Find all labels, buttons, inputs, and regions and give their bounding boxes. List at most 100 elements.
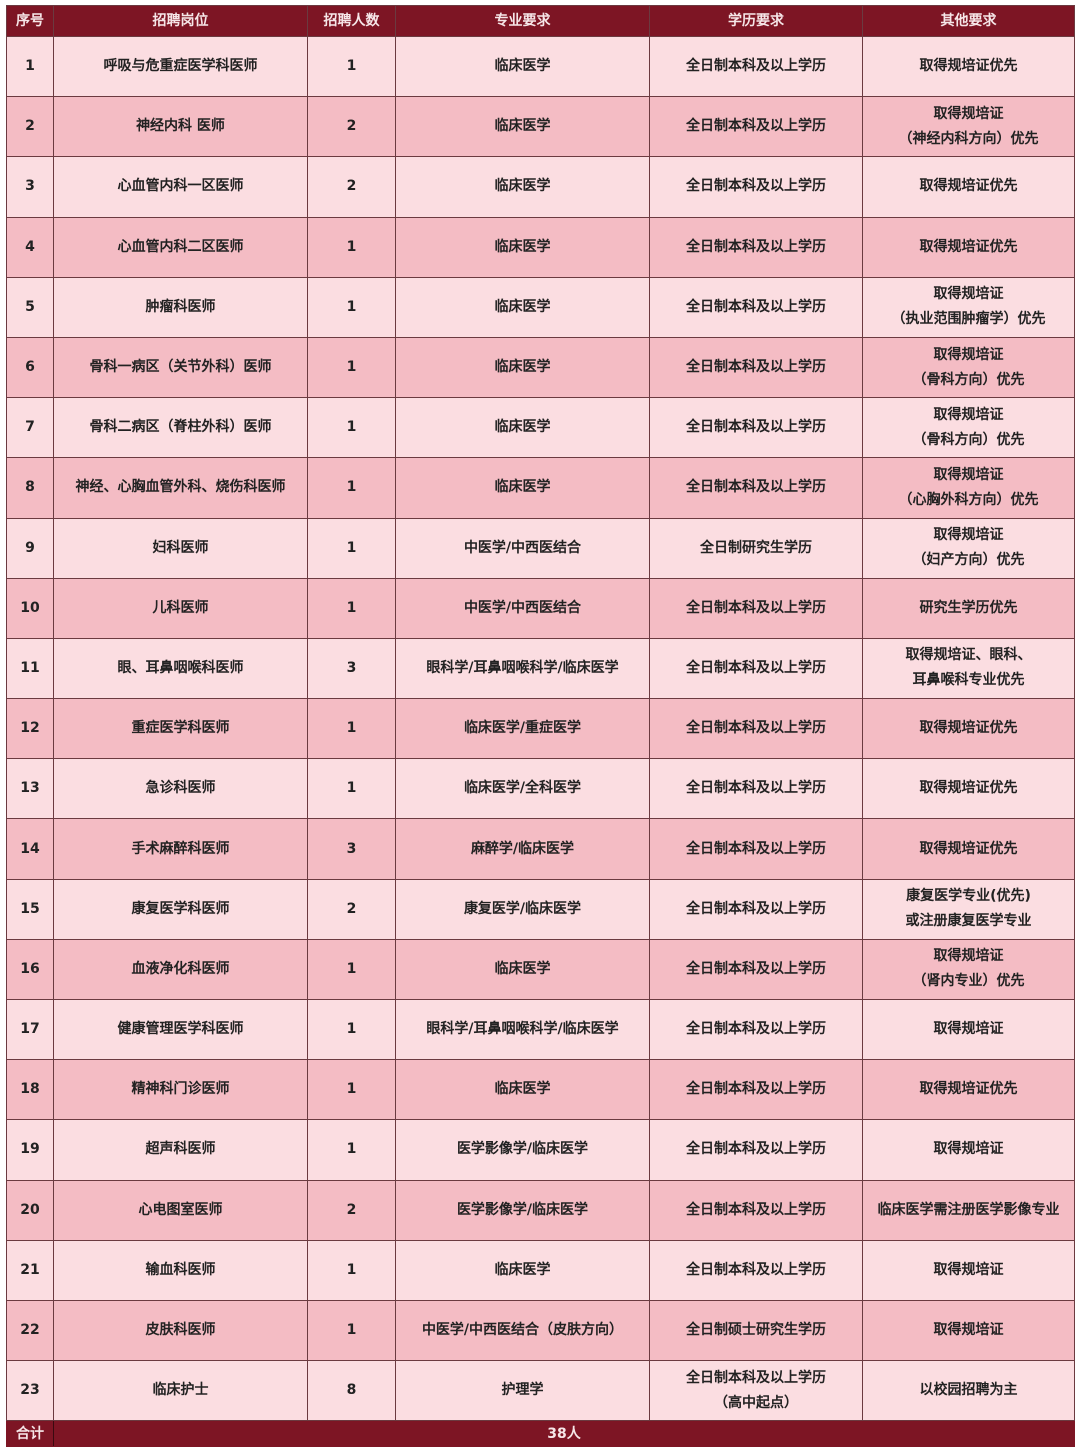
cell-position: 精神科门诊医师 <box>53 1059 308 1121</box>
header-other: 其他要求 <box>862 5 1075 37</box>
cell-major: 康复医学/临床医学 <box>395 878 650 940</box>
total-value: 38人 <box>53 1420 1075 1448</box>
cell-position: 急诊科医师 <box>53 758 308 820</box>
table-row: 13 急诊科医师 1 临床医学/全科医学 全日制本科及以上学历 取得规培证优先 <box>6 758 1075 820</box>
cell-index: 20 <box>6 1179 54 1241</box>
cell-index: 8 <box>6 457 54 519</box>
cell-education: 全日制本科及以上学历 <box>649 156 863 218</box>
table-row: 21 输血科医师 1 临床医学 全日制本科及以上学历 取得规培证 <box>6 1239 1075 1301</box>
header-education: 学历要求 <box>649 5 863 37</box>
header-major: 专业要求 <box>395 5 650 37</box>
cell-other: 取得规培证 <box>862 998 1075 1061</box>
cell-major: 临床医学 <box>395 1239 650 1301</box>
cell-education: 全日制本科及以上学历 <box>649 216 863 278</box>
table-row: 4 心血管内科二区医师 1 临床医学 全日制本科及以上学历 取得规培证优先 <box>6 216 1075 278</box>
cell-count: 3 <box>307 637 396 700</box>
cell-count: 3 <box>307 818 396 880</box>
cell-major: 麻醉学/临床医学 <box>395 818 650 880</box>
header-position: 招聘岗位 <box>53 5 308 37</box>
cell-other: 康复医学专业(优先) 或注册康复医学专业 <box>862 878 1075 940</box>
cell-count: 1 <box>307 1119 396 1181</box>
cell-education: 全日制本科及以上学历 <box>649 818 863 880</box>
cell-index: 22 <box>6 1299 54 1362</box>
cell-count: 8 <box>307 1360 396 1422</box>
table-row: 7 骨科二病区（脊柱外科）医师 1 临床医学 全日制本科及以上学历 取得规培证 （骨科方向… <box>6 397 1075 459</box>
cell-index: 13 <box>6 758 54 820</box>
cell-education: 全日制本科及以上学历 <box>649 577 863 639</box>
cell-education: 全日制本科及以上学历 <box>649 336 863 399</box>
cell-count: 2 <box>307 1179 396 1241</box>
cell-count: 1 <box>307 1299 396 1362</box>
cell-count: 1 <box>307 1059 396 1121</box>
cell-count: 1 <box>307 397 396 459</box>
table-row: 11 眼、耳鼻咽喉科医师 3 眼科学/耳鼻咽喉科学/临床医学 全日制本科及以上学历 取得规… <box>6 637 1075 700</box>
table-row: 23 临床护士 8 护理学 全日制本科及以上学历 （高中起点） 以校园招聘为主 <box>6 1360 1075 1422</box>
total-row: 合计 38人 <box>6 1420 1075 1448</box>
cell-major: 护理学 <box>395 1360 650 1422</box>
cell-education: 全日制本科及以上学历 <box>649 1119 863 1181</box>
cell-position: 心血管内科一区医师 <box>53 156 308 218</box>
cell-position: 血液净化科医师 <box>53 938 308 1001</box>
cell-major: 临床医学 <box>395 938 650 1001</box>
cell-count: 1 <box>307 336 396 399</box>
cell-other: 取得规培证优先 <box>862 698 1075 760</box>
cell-position: 临床护士 <box>53 1360 308 1422</box>
cell-other: 取得规培证 （执业范围肿瘤学）优先 <box>862 276 1075 338</box>
cell-index: 2 <box>6 96 54 158</box>
cell-education: 全日制本科及以上学历 <box>649 878 863 940</box>
table-row: 8 神经、心胸血管外科、烧伤科医师 1 临床医学 全日制本科及以上学历 取得规培证 （心胸… <box>6 457 1075 519</box>
table-row: 20 心电图室医师 2 医学影像学/临床医学 全日制本科及以上学历 临床医学需注册医学影像… <box>6 1179 1075 1241</box>
table-row: 2 神经内科 医师 2 临床医学 全日制本科及以上学历 取得规培证 （神经内科方向）优先 <box>6 96 1075 158</box>
cell-other: 取得规培证 <box>862 1119 1075 1181</box>
cell-major: 临床医学 <box>395 216 650 278</box>
table-row: 15 康复医学科医师 2 康复医学/临床医学 全日制本科及以上学历 康复医学专业(优先) … <box>6 878 1075 940</box>
cell-other: 取得规培证 <box>862 1239 1075 1301</box>
cell-index: 11 <box>6 637 54 700</box>
cell-education: 全日制本科及以上学历 <box>649 397 863 459</box>
cell-count: 1 <box>307 457 396 519</box>
cell-position: 重症医学科医师 <box>53 698 308 760</box>
header-count: 招聘人数 <box>307 5 396 37</box>
cell-count: 2 <box>307 878 396 940</box>
cell-major: 临床医学 <box>395 336 650 399</box>
cell-position: 眼、耳鼻咽喉科医师 <box>53 637 308 700</box>
cell-other: 取得规培证 （妇产方向）优先 <box>862 517 1075 579</box>
cell-count: 2 <box>307 156 396 218</box>
cell-index: 19 <box>6 1119 54 1181</box>
cell-other: 取得规培证 （肾内专业）优先 <box>862 938 1075 1001</box>
cell-education: 全日制本科及以上学历 <box>649 637 863 700</box>
cell-count: 1 <box>307 1239 396 1301</box>
cell-education: 全日制本科及以上学历 <box>649 1179 863 1241</box>
cell-education: 全日制本科及以上学历 <box>649 96 863 158</box>
total-label: 合计 <box>6 1420 54 1448</box>
table-row: 18 精神科门诊医师 1 临床医学 全日制本科及以上学历 取得规培证优先 <box>6 1059 1075 1121</box>
cell-other: 取得规培证 （骨科方向）优先 <box>862 397 1075 459</box>
table-row: 10 儿科医师 1 中医学/中西医结合 全日制本科及以上学历 研究生学历优先 <box>6 577 1075 639</box>
table-row: 19 超声科医师 1 医学影像学/临床医学 全日制本科及以上学历 取得规培证 <box>6 1119 1075 1181</box>
cell-position: 康复医学科医师 <box>53 878 308 940</box>
header-row: 序号 招聘岗位 招聘人数 专业要求 学历要求 其他要求 <box>6 5 1075 37</box>
cell-other: 取得规培证 <box>862 1299 1075 1362</box>
cell-education: 全日制本科及以上学历 <box>649 1239 863 1301</box>
cell-position: 心电图室医师 <box>53 1179 308 1241</box>
cell-index: 18 <box>6 1059 54 1121</box>
cell-major: 临床医学/全科医学 <box>395 758 650 820</box>
cell-other: 取得规培证 （心胸外科方向）优先 <box>862 457 1075 519</box>
cell-major: 眼科学/耳鼻咽喉科学/临床医学 <box>395 998 650 1061</box>
cell-index: 7 <box>6 397 54 459</box>
table-row: 1 呼吸与危重症医学科医师 1 临床医学 全日制本科及以上学历 取得规培证优先 <box>6 35 1075 98</box>
cell-major: 临床医学 <box>395 397 650 459</box>
table-row: 16 血液净化科医师 1 临床医学 全日制本科及以上学历 取得规培证 （肾内专业）优先 <box>6 938 1075 1001</box>
cell-index: 14 <box>6 818 54 880</box>
cell-other: 取得规培证优先 <box>862 1059 1075 1121</box>
cell-major: 临床医学 <box>395 96 650 158</box>
cell-index: 3 <box>6 156 54 218</box>
cell-position: 神经、心胸血管外科、烧伤科医师 <box>53 457 308 519</box>
cell-education: 全日制本科及以上学历 <box>649 758 863 820</box>
table-row: 5 肿瘤科医师 1 临床医学 全日制本科及以上学历 取得规培证 （执业范围肿瘤学）优先 <box>6 276 1075 338</box>
table-row: 3 心血管内科一区医师 2 临床医学 全日制本科及以上学历 取得规培证优先 <box>6 156 1075 218</box>
header-index: 序号 <box>6 5 54 37</box>
cell-major: 临床医学 <box>395 1059 650 1121</box>
cell-other: 研究生学历优先 <box>862 577 1075 639</box>
cell-count: 1 <box>307 698 396 760</box>
